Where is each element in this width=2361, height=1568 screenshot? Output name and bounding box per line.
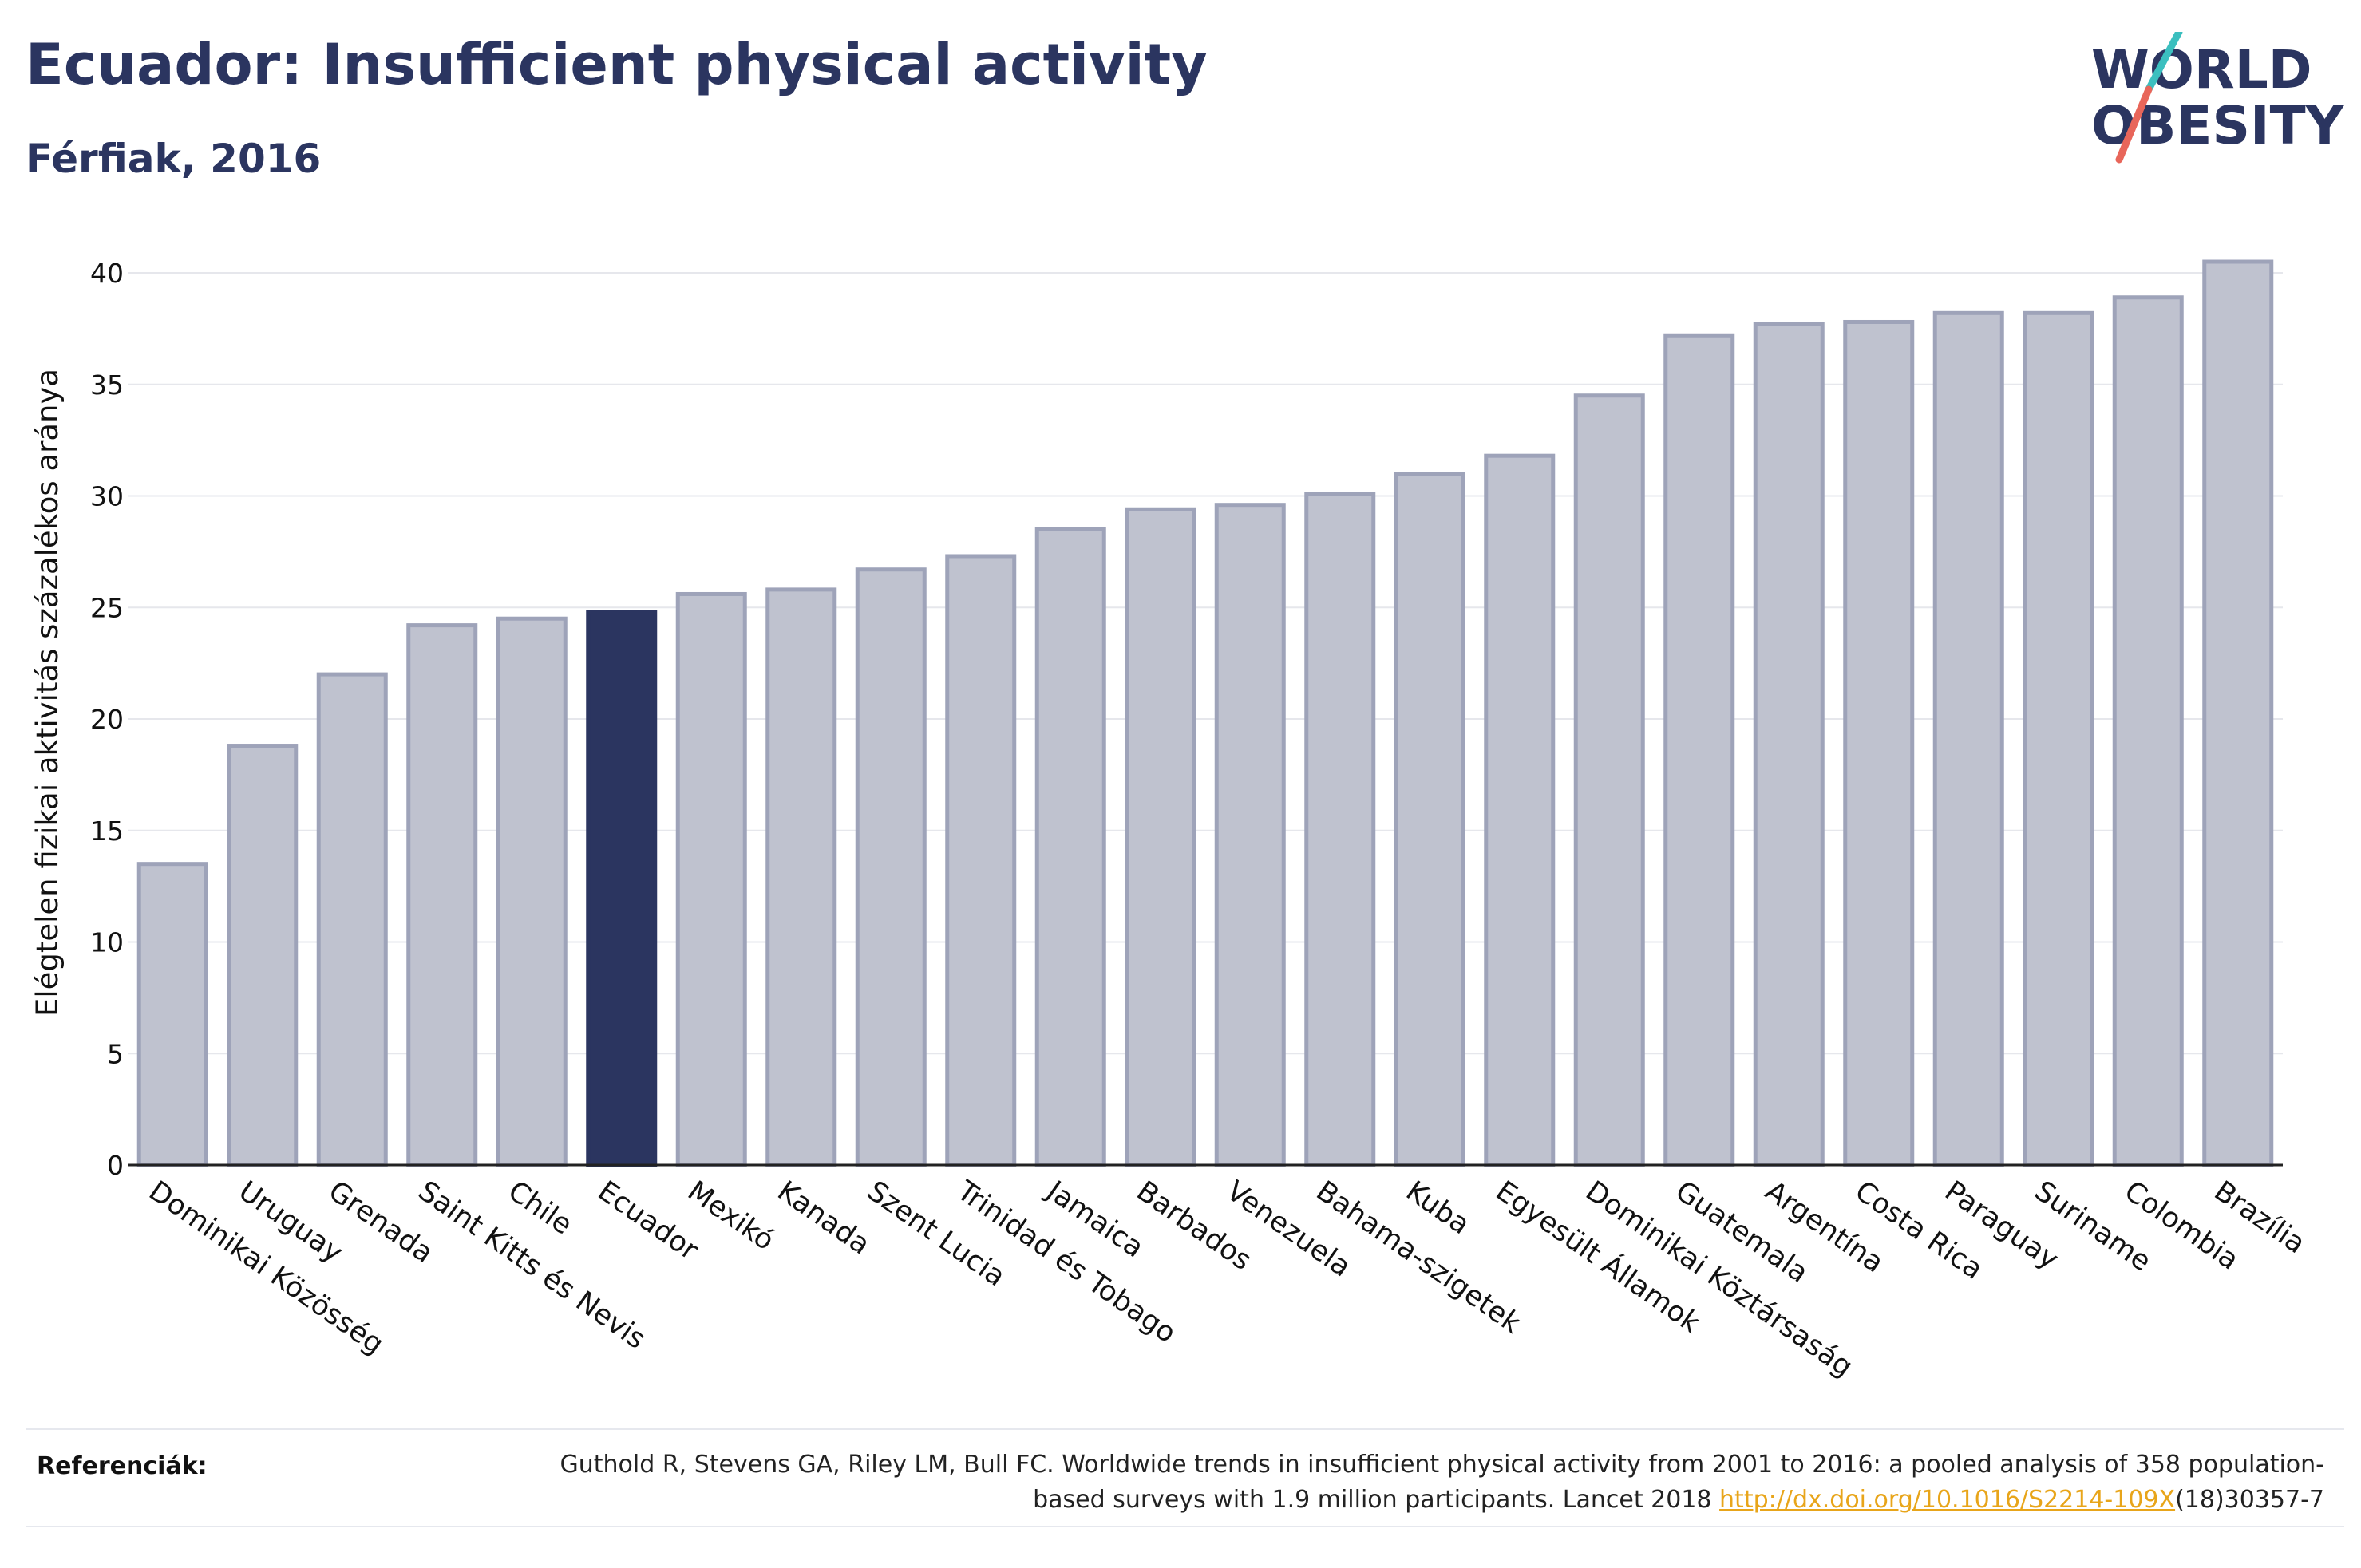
logo-slash-coral xyxy=(2115,85,2153,164)
bar xyxy=(1034,527,1106,1167)
references-text: Guthold R, Stevens GA, Riley LM, Bull FC… xyxy=(488,1448,2324,1518)
logo-slash-teal xyxy=(2145,32,2183,93)
world-obesity-logo: WORLD OBESITY xyxy=(2091,32,2345,164)
bar xyxy=(1663,333,1735,1167)
y-tick-label: 30 xyxy=(90,481,124,512)
bar xyxy=(1214,503,1286,1167)
bar xyxy=(675,591,747,1167)
bar xyxy=(406,623,478,1167)
bar xyxy=(765,587,837,1167)
references-label: Referenciák: xyxy=(37,1452,208,1480)
bar xyxy=(1304,492,1376,1167)
bar xyxy=(136,862,208,1167)
bar xyxy=(1932,310,2004,1167)
y-tick-label: 25 xyxy=(90,592,124,623)
bar xyxy=(316,672,388,1167)
bars xyxy=(136,259,2274,1167)
bar-highlighted xyxy=(586,610,658,1167)
bar xyxy=(227,744,299,1167)
footer-rule-top xyxy=(26,1428,2344,1430)
y-tick-label: 40 xyxy=(90,258,124,289)
bar xyxy=(2112,295,2184,1167)
chart-title: Ecuador: Insufficient physical activity xyxy=(26,32,1208,97)
footer-rule-bottom xyxy=(26,1526,2344,1527)
y-tick-label: 5 xyxy=(107,1038,124,1069)
x-tick-label: Chile xyxy=(502,1175,578,1242)
bar xyxy=(1843,319,1915,1167)
y-tick-label: 15 xyxy=(90,816,124,847)
y-tick-labels: 0 5 10 15 20 25 30 35 40 xyxy=(90,258,124,1181)
bar xyxy=(1125,507,1196,1167)
y-tick-label: 20 xyxy=(90,704,124,735)
bar xyxy=(855,567,927,1167)
y-axis-label: Elégtelen fizikai aktivitás százalékos a… xyxy=(30,369,65,1017)
bar xyxy=(1573,393,1645,1167)
y-tick-label: 10 xyxy=(90,927,124,958)
x-tick-label: Kanada xyxy=(772,1175,876,1262)
bar xyxy=(2202,259,2274,1167)
bar xyxy=(2023,310,2094,1167)
bar xyxy=(1394,472,1465,1167)
references-citation: Guthold R, Stevens GA, Riley LM, Bull FC… xyxy=(560,1451,2324,1514)
y-tick-label: 0 xyxy=(107,1150,124,1181)
references-doi-link[interactable]: http://dx.doi.org/10.1016/S2214-109X xyxy=(1719,1486,2176,1514)
logo-line-1: WORLD xyxy=(2091,39,2312,101)
x-tick-label: Ecuador xyxy=(592,1175,705,1267)
x-tick-label: Kuba xyxy=(1400,1175,1475,1242)
bar xyxy=(1484,453,1556,1167)
bar xyxy=(1753,322,1825,1167)
bar xyxy=(496,616,568,1167)
bar xyxy=(945,554,1017,1167)
chart-subtitle: Férfiak, 2016 xyxy=(26,136,322,182)
y-tick-label: 35 xyxy=(90,369,124,401)
references-citation-end: (18)30357-7 xyxy=(2175,1486,2324,1514)
